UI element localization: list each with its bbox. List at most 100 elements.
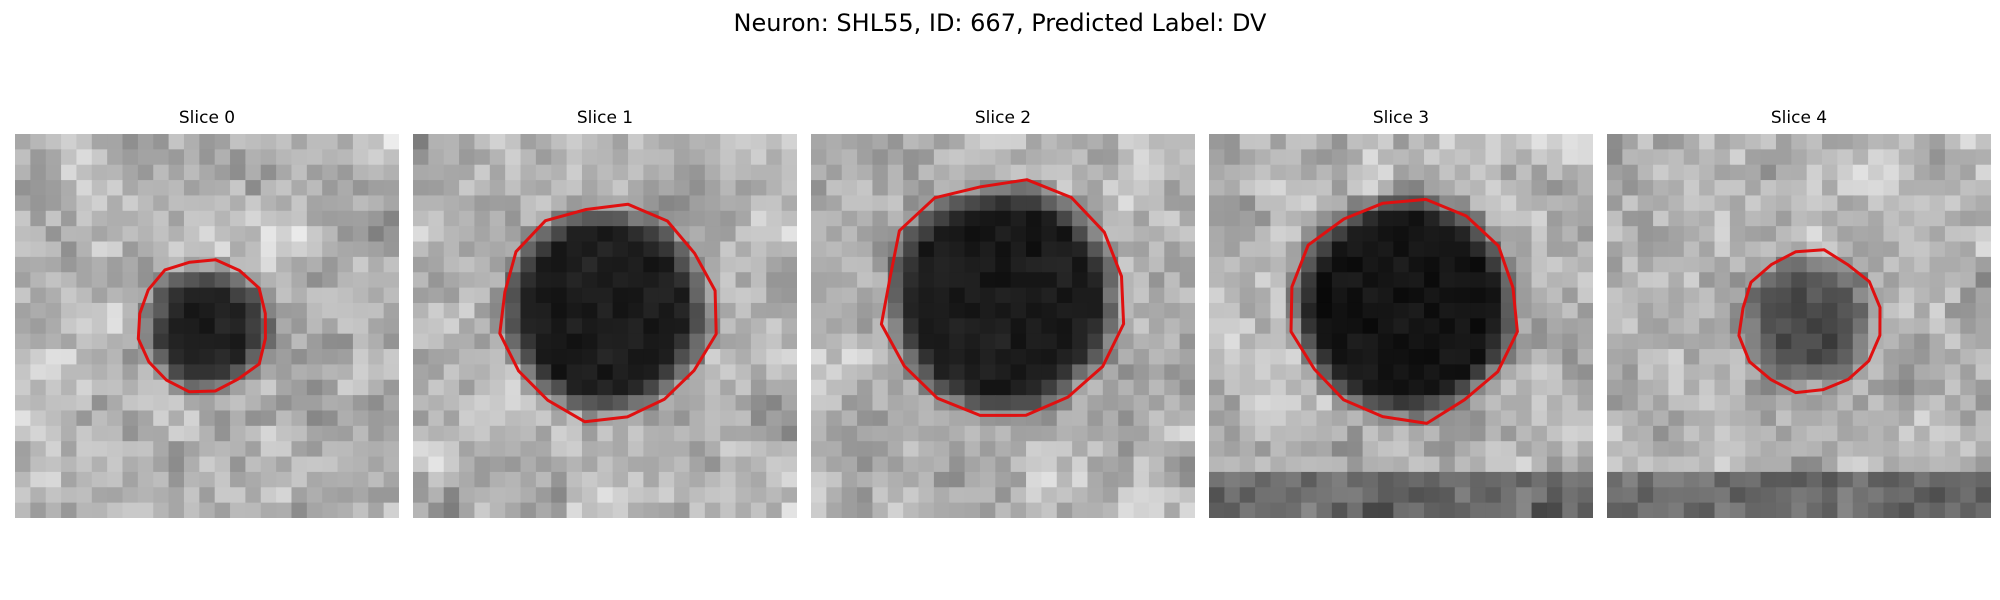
pixel (581, 134, 598, 150)
pixel (260, 164, 277, 181)
pixel (658, 195, 675, 212)
pixel (137, 272, 154, 289)
pixel (949, 487, 966, 504)
pixel (260, 364, 277, 381)
pixel (1224, 487, 1241, 504)
pixel (322, 456, 339, 473)
pixel (857, 425, 874, 442)
pixel (1622, 241, 1639, 258)
pixel (520, 502, 537, 518)
pixel (581, 425, 598, 442)
pixel (643, 502, 660, 518)
pixel (1775, 180, 1792, 197)
pixel (658, 471, 675, 488)
pixel (1270, 180, 1287, 197)
pixel (1622, 134, 1639, 150)
pixel (383, 302, 399, 319)
pixel (1637, 441, 1654, 458)
pixel (887, 318, 904, 335)
pixel (1760, 195, 1777, 212)
pixel (459, 456, 476, 473)
pixel (1485, 471, 1502, 488)
pixel (1531, 410, 1548, 427)
pixel (658, 364, 675, 381)
pixel (276, 502, 293, 518)
pixel (15, 164, 31, 181)
pixel (474, 333, 491, 350)
pixel (1975, 410, 1991, 427)
pixel (1010, 164, 1027, 181)
pixel (872, 333, 889, 350)
pixel (1637, 134, 1654, 150)
pixel (1331, 425, 1348, 442)
pixel (505, 226, 522, 243)
pixel (1531, 425, 1548, 442)
pixel (76, 226, 93, 243)
pixel (1347, 425, 1364, 442)
pixel (566, 226, 583, 243)
pixel (964, 379, 981, 396)
pixel (1316, 302, 1333, 319)
pixel (428, 195, 445, 212)
pixel (1377, 487, 1394, 504)
pixel (643, 164, 660, 181)
pixel (1179, 180, 1195, 197)
pixel (1010, 364, 1027, 381)
pixel (322, 272, 339, 289)
pixel (91, 379, 108, 396)
pixel (1516, 471, 1533, 488)
pixel (368, 195, 385, 212)
pixel (1179, 379, 1195, 396)
pixel (597, 241, 614, 258)
pixel (1714, 134, 1731, 150)
pixel (720, 195, 737, 212)
pixel (918, 502, 935, 518)
pixel (1133, 318, 1150, 335)
pixel (1301, 287, 1318, 304)
pixel (1072, 425, 1089, 442)
pixel (826, 287, 843, 304)
pixel (183, 195, 200, 212)
pixel (474, 164, 491, 181)
pixel (1209, 379, 1225, 396)
pixel (168, 302, 185, 319)
pixel (230, 226, 246, 243)
slice-panel-2: Slice 2 (811, 108, 1195, 518)
pixel (1255, 395, 1272, 412)
pixel (597, 302, 614, 319)
pixel (628, 302, 644, 319)
pixel (1470, 149, 1487, 166)
pixel (1607, 164, 1623, 181)
pixel (91, 487, 108, 504)
pixel (841, 272, 858, 289)
pixel (337, 149, 354, 166)
pixel (1960, 149, 1977, 166)
pixel (750, 349, 767, 365)
pixel (474, 272, 491, 289)
pixel (826, 456, 843, 473)
pixel (949, 502, 966, 518)
pixel (1301, 302, 1318, 319)
pixel (1653, 241, 1670, 258)
pixel (1791, 195, 1808, 212)
pixel (1929, 487, 1946, 504)
pixel (1960, 195, 1977, 212)
pixel (1822, 333, 1838, 350)
pixel (1637, 226, 1654, 243)
pixel (1546, 287, 1563, 304)
pixel (1255, 456, 1272, 473)
pixel (612, 395, 629, 412)
pixel (352, 164, 369, 181)
pixel (413, 195, 429, 212)
pixel (1026, 502, 1042, 518)
pixel (1516, 502, 1533, 518)
pixel (597, 164, 614, 181)
pixel (643, 425, 660, 442)
pixel (352, 256, 369, 273)
pixel (1531, 164, 1548, 181)
pixel (1622, 333, 1639, 350)
pixel (658, 487, 675, 504)
pixel (1729, 272, 1746, 289)
pixel (1331, 241, 1348, 258)
pixel (1102, 287, 1119, 304)
